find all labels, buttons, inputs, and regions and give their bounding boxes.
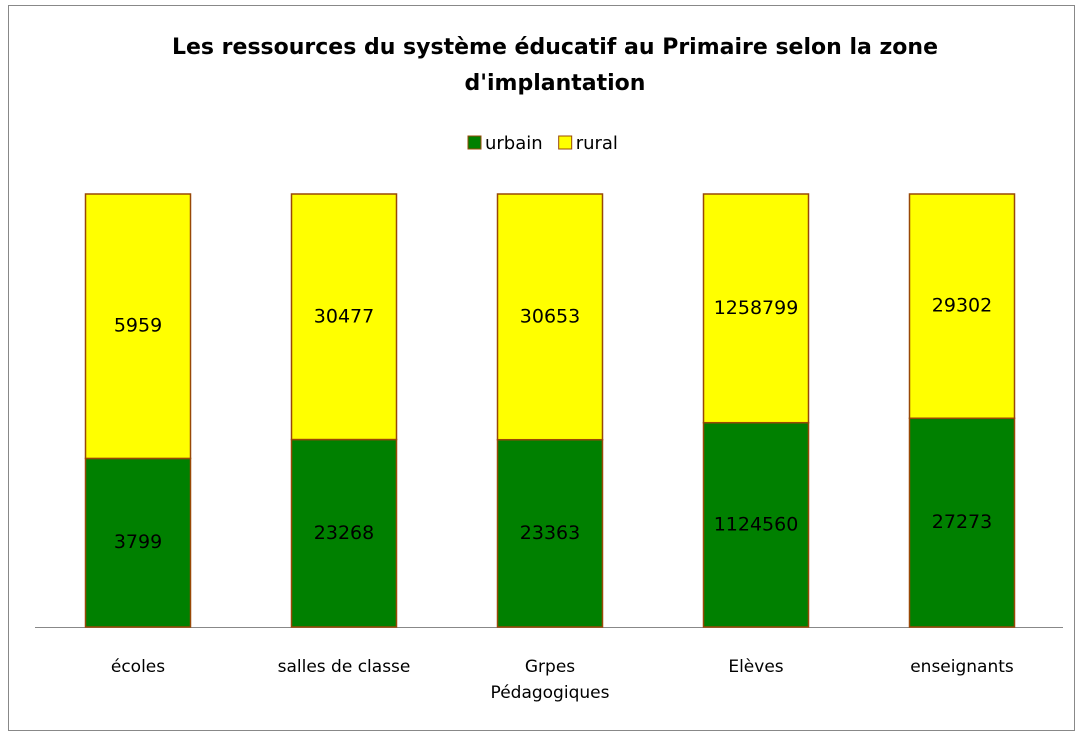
legend-label: urbain bbox=[485, 133, 543, 154]
data-label: 23268 bbox=[314, 522, 374, 544]
data-label: 30653 bbox=[520, 305, 580, 327]
bar-segment bbox=[84, 193, 192, 460]
bar-segment bbox=[496, 193, 604, 441]
data-label: 23363 bbox=[520, 522, 580, 544]
data-label: 1258799 bbox=[714, 297, 799, 319]
x-tick-label: enseignants bbox=[910, 657, 1014, 677]
chart-title: Les ressources du système éducatif au Pr… bbox=[171, 35, 938, 96]
legend-swatch bbox=[558, 135, 573, 150]
x-tick-label: écoles bbox=[110, 657, 166, 677]
data-label: 27273 bbox=[932, 511, 992, 533]
x-tick-label: Grpes Pédagogiques bbox=[490, 657, 610, 703]
bar-segment bbox=[84, 457, 192, 628]
bar-segment bbox=[702, 193, 810, 424]
data-label: 5959 bbox=[114, 315, 162, 337]
data-label: 1124560 bbox=[714, 513, 799, 535]
bar-segment bbox=[702, 421, 810, 628]
bar-segment bbox=[290, 193, 398, 441]
data-label: 30477 bbox=[314, 305, 374, 327]
x-tick-label: salles de classe bbox=[277, 657, 411, 677]
bar-segment bbox=[908, 193, 1016, 420]
bar-segment bbox=[290, 438, 398, 628]
legend-label: rural bbox=[576, 133, 618, 154]
legend-swatch bbox=[467, 135, 482, 150]
bar-segment bbox=[908, 417, 1016, 628]
data-label: 29302 bbox=[932, 295, 992, 317]
bar-segment bbox=[496, 438, 604, 628]
x-tick-label: Elèves bbox=[728, 657, 784, 677]
data-label: 3799 bbox=[114, 531, 162, 553]
